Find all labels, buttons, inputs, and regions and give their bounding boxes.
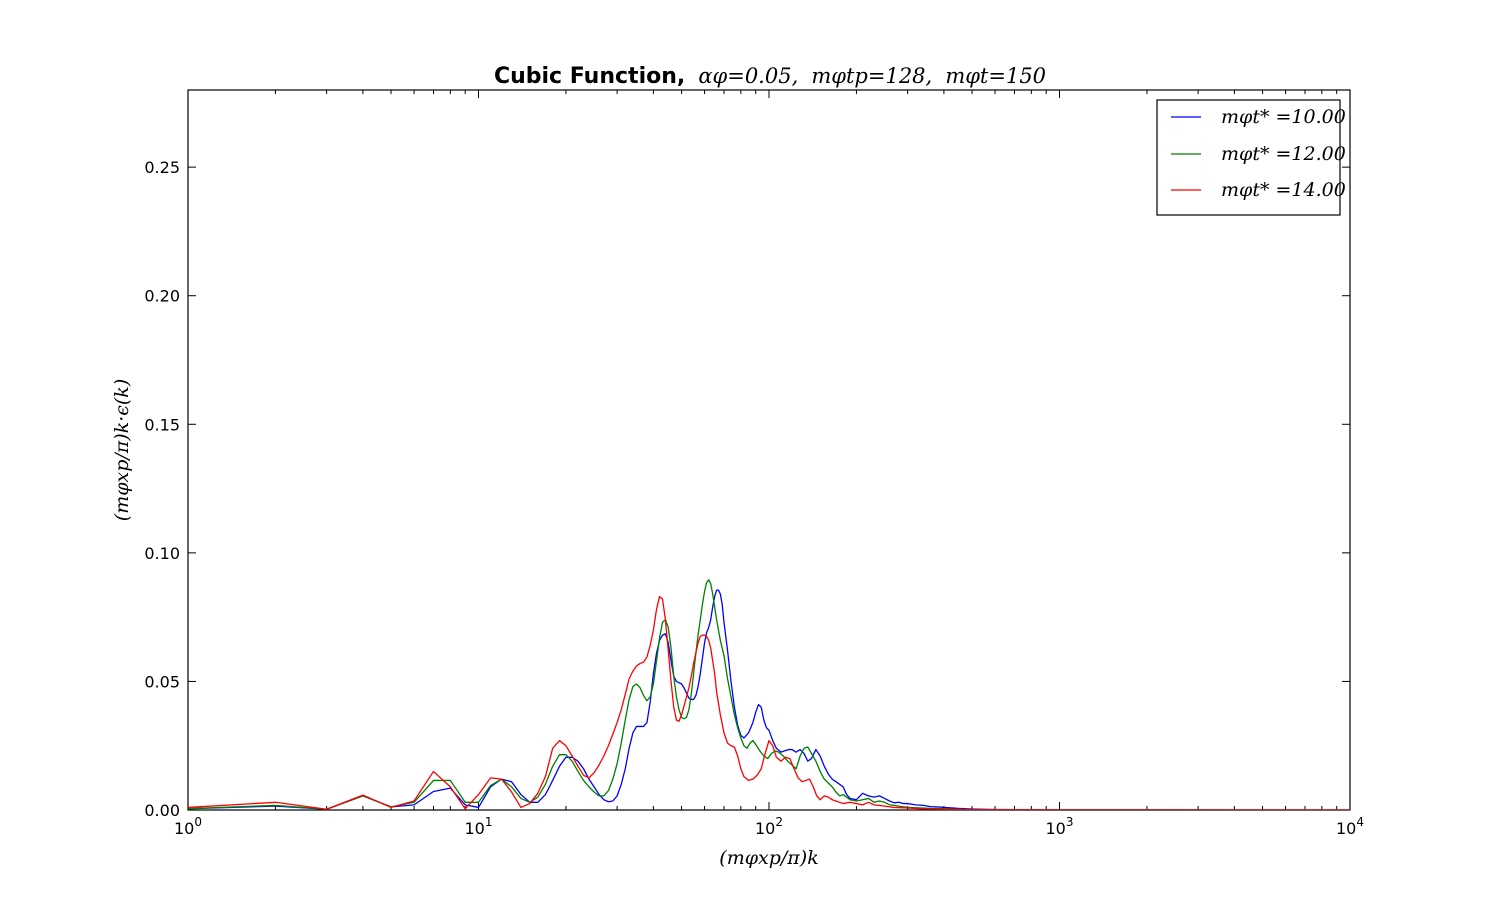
- legend-label-series-1: mφt* =10.00: [1221, 106, 1346, 128]
- chart-title-param-alpha: αφ=0.05,: [698, 64, 798, 88]
- series-line-3: [188, 595, 1350, 810]
- legend-box: [1156, 99, 1341, 216]
- chart-title: Cubic Function, αφ=0.05, mφtp=128, mφt=1…: [494, 64, 1046, 89]
- y-tick-label: 0.15: [144, 415, 180, 434]
- chart-title-bold: Cubic Function,: [494, 64, 685, 89]
- chart-title-param-t: mφt=150: [945, 64, 1046, 88]
- y-axis-label: (mφxp/π)k·ϵ(k): [111, 379, 133, 521]
- y-axis-ticks: 0.00 0.05 0.10 0.15 0.20 0.25: [144, 158, 1350, 820]
- y-tick-label: 0.10: [144, 544, 180, 563]
- x-tick-label: 104: [1336, 815, 1364, 838]
- plot-area-frame: [187, 89, 1351, 811]
- series-lines: [188, 579, 1350, 810]
- legend: mφt* =10.00 mφt* =12.00 mφt* =14.00: [1156, 99, 1346, 216]
- y-tick-label: 0.25: [144, 158, 180, 177]
- chart-title-param-tp: mφtp=128,: [811, 64, 932, 88]
- series-line-1: [188, 589, 1350, 810]
- y-tick-label: 0.00: [144, 801, 180, 820]
- series-line-2: [188, 579, 1350, 810]
- x-tick-label: 100: [174, 815, 202, 838]
- x-tick-label: 102: [755, 815, 783, 838]
- x-axis-label: (mφxp/π)k: [719, 847, 818, 869]
- y-tick-label: 0.20: [144, 287, 180, 306]
- y-tick-label: 0.05: [144, 672, 180, 691]
- legend-label-series-3: mφt* =14.00: [1221, 179, 1346, 201]
- legend-label-series-2: mφt* =12.00: [1221, 143, 1346, 165]
- x-tick-label: 103: [1046, 815, 1074, 838]
- x-tick-label: 101: [465, 815, 493, 838]
